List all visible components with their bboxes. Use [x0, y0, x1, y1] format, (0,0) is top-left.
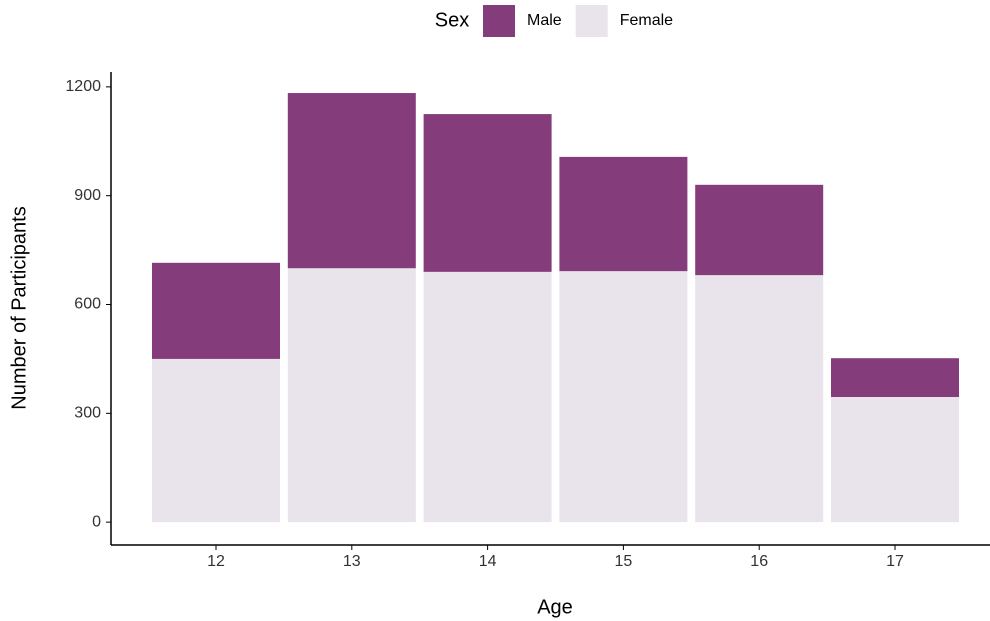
legend-key [575, 5, 608, 37]
legend-title: Sex [435, 9, 469, 31]
y-tick-label: 600 [74, 296, 101, 313]
x-tick-label: 15 [615, 553, 633, 570]
legend-key [483, 5, 515, 37]
bar-segment [152, 358, 280, 523]
bar-segment [695, 184, 824, 276]
bar-segment [287, 93, 416, 269]
y-tick-label: 0 [92, 513, 101, 530]
x-tick-label: 16 [750, 553, 768, 570]
bar-segment [423, 114, 552, 272]
legend-label: Male [527, 12, 562, 29]
bar-segment [152, 262, 280, 359]
bar-segment [559, 156, 688, 272]
bar-segment [287, 268, 416, 523]
x-axis-title: Age [537, 596, 573, 618]
bar-segment [831, 358, 959, 398]
x-tick-label: 14 [479, 553, 497, 570]
bar-segment [831, 397, 959, 523]
x-tick-label: 13 [343, 553, 361, 570]
legend-label: Female [620, 12, 673, 29]
y-axis-title: Number of Participants [8, 206, 30, 409]
bar-segment [559, 271, 688, 523]
y-tick-label: 1200 [65, 78, 101, 95]
y-tick-label: 300 [74, 405, 101, 422]
y-tick-label: 900 [74, 187, 101, 204]
bar-segment [423, 271, 552, 523]
bar-segment [695, 275, 824, 523]
x-tick-label: 17 [886, 553, 904, 570]
x-tick-label: 12 [207, 553, 225, 570]
